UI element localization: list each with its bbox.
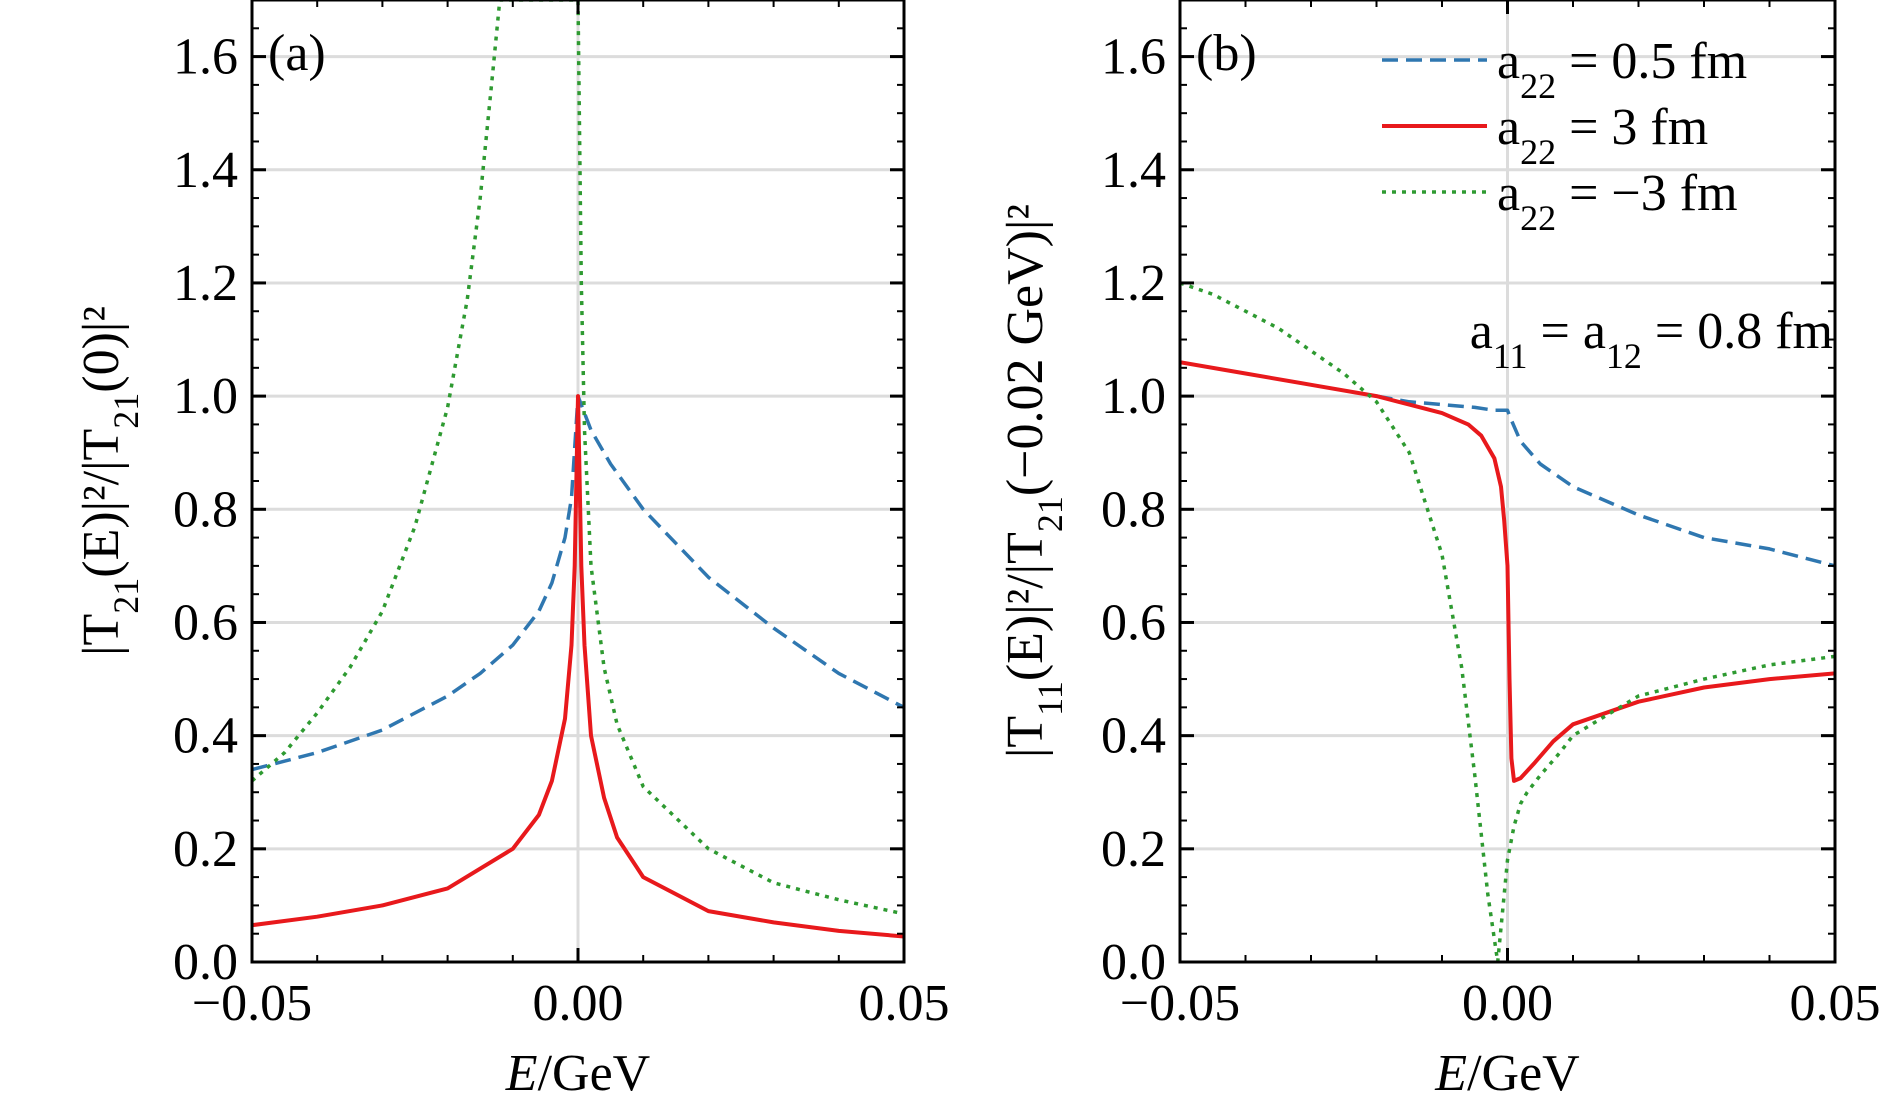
series-line-2 xyxy=(1180,281,1835,962)
series-line-1 xyxy=(252,394,904,939)
y-tick-label-2: 0.4 xyxy=(173,708,238,765)
y-tick-label-6: 1.2 xyxy=(173,255,238,312)
y-tick-label-4: 0.8 xyxy=(1101,481,1166,538)
series-group xyxy=(252,0,904,939)
x-tick-label-0: −0.05 xyxy=(192,975,312,1032)
y-tick-label-7: 1.4 xyxy=(1101,142,1166,199)
annotation-a11-a12: a11 = a12 = 0.8 fm xyxy=(1470,303,1833,376)
y-tick-label-5: 1.0 xyxy=(1101,368,1166,425)
series-group xyxy=(1180,281,1835,962)
y-tick-label-3: 0.6 xyxy=(1101,594,1166,651)
y-tick-label-7: 1.4 xyxy=(173,142,238,199)
y-tick-label-0: 0.0 xyxy=(1101,934,1166,991)
panel-b: 0.0 0.2 0.4 0.6 0.8 1.0 1.2 1.4 1.6 −0.05 0.00 0.05… xyxy=(997,0,1881,1102)
legend-label-1: a22 = 3 fm xyxy=(1497,99,1708,172)
legend-label-0: a22 = 0.5 fm xyxy=(1497,33,1747,106)
series-line-1 xyxy=(1180,360,1835,783)
x-tick-label-2: 0.05 xyxy=(1790,975,1881,1032)
y-tick-label-2: 0.4 xyxy=(1101,708,1166,765)
y-tick-label-8: 1.6 xyxy=(173,29,238,86)
y-axis-label: |T11(E)|²/|T21(−0.02 GeV)|² xyxy=(997,204,1070,758)
series-line-2 xyxy=(252,0,904,916)
y-tick-label-1: 0.2 xyxy=(173,821,238,878)
x-tick-label-1: 0.00 xyxy=(1462,975,1553,1032)
y-tick-label-5: 1.0 xyxy=(173,368,238,425)
y-tick-label-4: 0.8 xyxy=(173,481,238,538)
series-line-0 xyxy=(252,394,904,772)
x-tick-label-1: 0.00 xyxy=(533,975,624,1032)
x-tick-label-2: 0.05 xyxy=(859,975,950,1032)
panel-label: (a) xyxy=(268,25,326,82)
series-line-0 xyxy=(1376,394,1835,568)
panel-label: (b) xyxy=(1196,25,1257,82)
y-axis-label: |T21(E)|²/|T21(0)|² xyxy=(73,306,146,656)
y-tick-label-1: 0.2 xyxy=(1101,821,1166,878)
legend-label-2: a22 = −3 fm xyxy=(1497,165,1738,238)
y-tick-label-0: 0.0 xyxy=(173,934,238,991)
y-tick-label-3: 0.6 xyxy=(173,594,238,651)
x-axis-label: E/GeV xyxy=(505,1045,650,1102)
x-tick-label-0: −0.05 xyxy=(1120,975,1240,1032)
y-tick-label-8: 1.6 xyxy=(1101,29,1166,86)
x-axis-label: E/GeV xyxy=(1434,1045,1579,1102)
y-tick-label-6: 1.2 xyxy=(1101,255,1166,312)
panel-a: 0.0 0.2 0.4 0.6 0.8 1.0 1.2 1.4 1.6 −0.05 0.00 0.05… xyxy=(73,0,950,1102)
